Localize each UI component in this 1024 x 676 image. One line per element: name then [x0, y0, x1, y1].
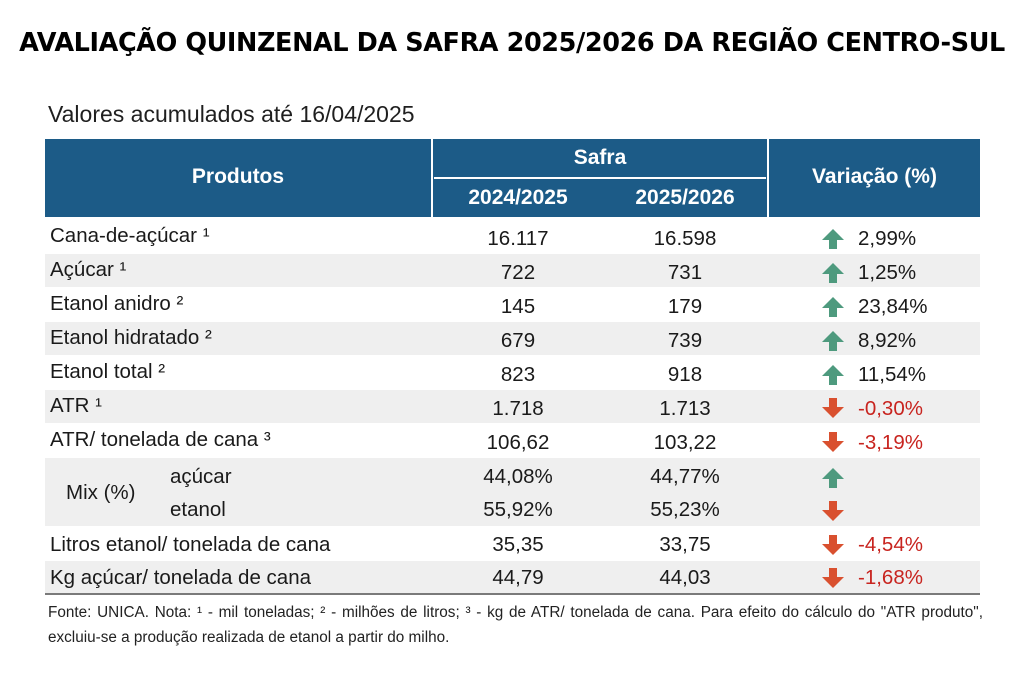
row-label: Litros etanol/ tonelada de cana [50, 533, 331, 556]
row-label: ATR/ tonelada de cana ³ [50, 428, 271, 451]
mix-etanol-label: etanol [170, 498, 226, 521]
row-label: Cana-de-açúcar ¹ [50, 224, 210, 247]
arrow-up-shape [822, 331, 844, 351]
row-variation: -4,54% [858, 533, 923, 556]
arrow-up-shape [822, 468, 844, 488]
row-curr-value: 739 [667, 329, 703, 352]
arrow-up-icon [822, 229, 844, 249]
row-prev-value: 679 [500, 329, 536, 352]
row-prev-value: 722 [500, 261, 536, 284]
row-variation: 1,25% [858, 261, 917, 284]
mix-etanol-prev: 55,92% [483, 498, 553, 521]
table-bottom-border [45, 593, 980, 595]
row-label: ATR ¹ [50, 394, 103, 417]
row-curr-value: 731 [667, 261, 703, 284]
page-title: AVALIAÇÃO QUINZENAL DA SAFRA 2025/2026 D… [19, 28, 1005, 58]
mix-etanol-curr: 55,23% [650, 498, 720, 521]
row-variation: 11,54% [858, 363, 927, 386]
header-produtos: Produtos [191, 165, 285, 188]
arrow-down-icon [822, 432, 844, 452]
arrow-up-shape [822, 263, 844, 283]
row-label: Kg açúcar/ tonelada de cana [50, 566, 311, 589]
header-variacao: Variação (%) [812, 165, 937, 188]
arrow-down-shape [822, 398, 844, 418]
row-label: Etanol anidro ² [50, 292, 184, 315]
header-safra: Safra [573, 146, 627, 169]
arrow-down-icon [822, 568, 844, 588]
header-divider [431, 139, 433, 217]
arrow-down-shape [822, 432, 844, 452]
header-col-curr: 2025/2026 [635, 186, 735, 209]
row-curr-value: 918 [667, 363, 703, 386]
arrow-down-shape [822, 535, 844, 555]
arrow-down-shape [822, 568, 844, 588]
mix-acucar-label: açúcar [170, 465, 232, 488]
mix-acucar-prev: 44,08% [483, 465, 553, 488]
row-variation: -0,30% [858, 397, 923, 420]
row-prev-value: 145 [500, 295, 536, 318]
row-curr-value: 33,75 [659, 533, 711, 556]
arrow-up-icon [822, 365, 844, 385]
row-prev-value: 44,79 [492, 566, 544, 589]
row-variation: -3,19% [858, 431, 923, 454]
table-row [45, 254, 980, 287]
mix-label: Mix (%) [66, 481, 136, 504]
arrow-up-shape [822, 297, 844, 317]
row-prev-value: 106,62 [486, 431, 550, 454]
row-curr-value: 16.598 [653, 227, 717, 250]
row-curr-value: 179 [667, 295, 703, 318]
arrow-down-icon [822, 535, 844, 555]
arrow-down-shape [822, 501, 844, 521]
table-row [45, 322, 980, 355]
row-variation: 8,92% [858, 329, 917, 352]
arrow-down-icon [822, 501, 844, 521]
row-curr-value: 1.713 [659, 397, 711, 420]
mix-block [45, 458, 980, 526]
arrow-up-icon [822, 468, 844, 488]
row-label: Etanol total ² [50, 360, 166, 383]
row-variation: -1,68% [858, 566, 923, 589]
row-prev-value: 16.117 [487, 227, 549, 250]
row-label: Etanol hidratado ² [50, 326, 212, 349]
arrow-up-icon [822, 263, 844, 283]
footnote: Fonte: UNICA. Nota: ¹ - mil toneladas; ²… [48, 604, 983, 646]
row-prev-value: 35,35 [492, 533, 544, 556]
table-row [45, 390, 980, 423]
arrow-up-shape [822, 229, 844, 249]
subtitle: Valores acumulados até 16/04/2025 [48, 101, 415, 127]
row-curr-value: 44,03 [659, 566, 711, 589]
row-label: Açúcar ¹ [50, 258, 127, 281]
safra-underline [434, 177, 766, 179]
arrow-up-icon [822, 331, 844, 351]
arrow-down-icon [822, 398, 844, 418]
mix-acucar-curr: 44,77% [650, 465, 720, 488]
row-curr-value: 103,22 [653, 431, 717, 454]
row-variation: 2,99% [858, 227, 917, 250]
arrow-up-icon [822, 297, 844, 317]
row-variation: 23,84% [858, 295, 928, 318]
row-prev-value: 823 [500, 363, 536, 386]
header-col-prev: 2024/2025 [468, 186, 568, 209]
header-divider [767, 139, 769, 217]
row-prev-value: 1.718 [492, 397, 544, 420]
arrow-up-shape [822, 365, 844, 385]
